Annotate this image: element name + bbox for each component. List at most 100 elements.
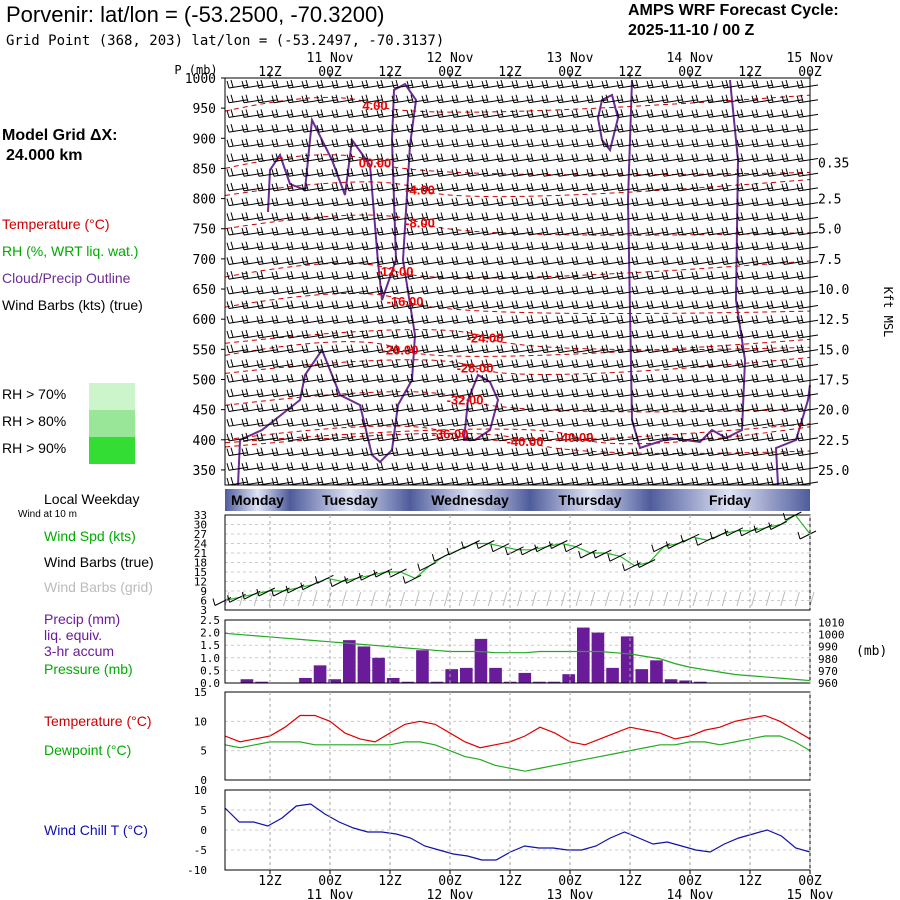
bottom-time-label: 00Z	[798, 874, 822, 889]
wind-barb	[301, 300, 324, 310]
wind-barb	[451, 359, 474, 368]
wind-barb	[271, 123, 294, 133]
wind-barb	[346, 285, 369, 295]
wind-barb	[571, 182, 594, 192]
top-date-label: 15 Nov	[787, 51, 834, 66]
wind-barb	[751, 226, 774, 236]
wind-barb	[571, 432, 594, 442]
wind-barb	[511, 153, 534, 163]
wind-barb	[286, 447, 309, 457]
wind-barb	[496, 418, 519, 427]
wind-barb	[751, 344, 774, 354]
pressure-tick-label: 800	[193, 193, 216, 208]
wind-barb	[391, 359, 414, 368]
wind-barb	[781, 403, 804, 412]
wind-barb	[796, 197, 819, 207]
grid-wind-barb	[414, 591, 420, 607]
wind-barb	[511, 168, 534, 177]
wind-barb	[646, 315, 669, 324]
wind-barb	[586, 109, 609, 118]
wind-barb	[346, 476, 369, 486]
wind-barb	[346, 241, 369, 251]
wind-barb	[676, 79, 699, 89]
wind-barb	[496, 329, 519, 339]
wind-barb	[646, 285, 669, 295]
wind-barb	[541, 109, 564, 118]
bottom-date-label: 11 Nov	[307, 888, 354, 900]
wind-barb	[646, 462, 669, 471]
wind-barb	[526, 447, 549, 457]
wind-barb	[721, 94, 744, 104]
wind-barb	[391, 432, 414, 442]
precip-bar	[489, 667, 502, 683]
wind-barb	[796, 182, 819, 192]
wind-barb	[661, 300, 684, 310]
wind-barb	[511, 138, 534, 148]
wind-barb	[571, 212, 594, 221]
wind-barb	[691, 256, 714, 265]
surface-wind-barb	[548, 540, 568, 549]
wind-barb	[571, 241, 594, 251]
wind-barb	[421, 432, 444, 442]
wind-barb	[631, 388, 654, 398]
precip-bar	[401, 681, 415, 683]
wind-barb	[571, 109, 594, 118]
wind-barb	[451, 300, 474, 310]
wind-barb	[721, 476, 744, 486]
wind-barb	[736, 109, 759, 118]
bottom-time-label: 12Z	[378, 874, 402, 889]
wind-barb	[511, 285, 534, 295]
wind-barb	[676, 359, 699, 368]
wind-barb	[526, 271, 549, 280]
wind-barb	[376, 123, 399, 133]
wind-barb	[781, 109, 804, 118]
bottom-time-label: 00Z	[318, 874, 342, 889]
wind-barb	[466, 359, 489, 368]
wind-barb	[571, 476, 594, 486]
grid-wind-barb	[619, 591, 625, 607]
wind-barb	[481, 329, 504, 339]
wind-barb	[361, 447, 384, 457]
temperature-tick-label: 15	[194, 686, 207, 699]
wind-barb	[451, 329, 474, 339]
wind-barb	[286, 403, 309, 412]
wind-barb	[706, 182, 729, 192]
wind-barb	[271, 153, 294, 163]
wind-barb	[781, 388, 804, 398]
wind-barb	[226, 109, 249, 118]
wind-barb	[331, 344, 354, 354]
wind-barb	[406, 94, 429, 104]
wind-barb	[316, 138, 339, 148]
wind-barb	[736, 476, 759, 486]
wind-barb	[256, 271, 279, 280]
wind-barb	[436, 300, 459, 310]
wind-barb	[781, 226, 804, 236]
top-time-label: 00Z	[438, 65, 462, 80]
wind-barb	[586, 329, 609, 339]
wind-barb	[526, 109, 549, 118]
wind-barb	[361, 403, 384, 412]
wind-barb	[556, 212, 579, 221]
model-grid-label: Model Grid ΔX:	[2, 127, 118, 144]
pressure-tick-label: 600	[193, 313, 216, 328]
wind-barb	[661, 212, 684, 221]
wind-barb	[256, 123, 279, 133]
wind-barb	[301, 109, 324, 118]
wind-barb	[541, 418, 564, 427]
wind-barb	[301, 182, 324, 192]
temperature-panel-frame	[224, 691, 811, 781]
wind-barb	[241, 388, 264, 398]
wind-barb	[331, 256, 354, 265]
wind-barb	[691, 344, 714, 354]
surface-wind-barb	[314, 574, 334, 584]
wind-barb	[301, 359, 324, 368]
wind-barb	[691, 123, 714, 133]
pressure-tick-label: 900	[193, 132, 216, 147]
wind-barb	[226, 285, 249, 295]
wind-barb	[676, 476, 699, 486]
grid-wind-barb	[443, 591, 449, 607]
wind-barb	[676, 285, 699, 295]
wind-barb	[781, 329, 804, 339]
wind-barb	[766, 94, 789, 104]
wind-barb	[616, 138, 639, 148]
